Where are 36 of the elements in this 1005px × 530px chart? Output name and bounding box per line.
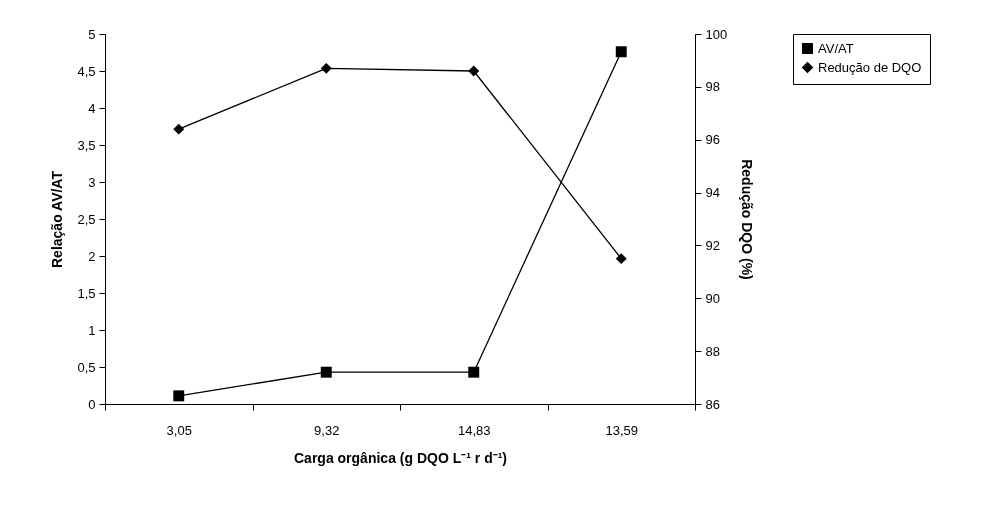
y2-tick-label: 86 <box>705 396 720 412</box>
y2-tick-label: 98 <box>705 79 720 95</box>
x-tick-label: 9,32 <box>314 422 340 438</box>
point <box>320 62 332 74</box>
y2-tick-label: 90 <box>705 290 720 306</box>
y-tick-label: 3 <box>88 174 96 190</box>
y-tick-label: 0,5 <box>77 359 96 375</box>
point <box>320 366 332 378</box>
y2-tick-label: 100 <box>705 26 728 42</box>
y-tick-label: 4 <box>88 100 96 116</box>
point <box>615 46 627 58</box>
x-axis-title: Carga orgânica (g DQO L⁻¹ r d⁻¹) <box>293 449 508 466</box>
y-axis-title: Relação AV/AT <box>49 170 66 268</box>
y2-tick-label: 96 <box>705 132 720 148</box>
point <box>468 65 480 77</box>
y-tick-label: 1 <box>88 322 96 338</box>
y-tick-label: 1,5 <box>77 285 96 301</box>
point <box>173 123 185 135</box>
x-tick-label: 3,05 <box>166 422 192 438</box>
y-tick-label: 3,5 <box>77 137 96 153</box>
x-tick-label: 14,83 <box>457 422 491 438</box>
y-tick-label: 4,5 <box>77 63 96 79</box>
y-tick-label: 2 <box>88 248 96 264</box>
y-tick-label: 0 <box>88 396 96 412</box>
y2-tick-label: 88 <box>705 343 720 359</box>
point <box>468 366 480 378</box>
legend-label: AV/AT <box>818 40 854 56</box>
y2-axis-title: Redução DQO (%) <box>739 159 756 280</box>
point <box>615 253 627 265</box>
y2-tick-label: 94 <box>705 185 720 201</box>
legend-label: Redução de DQO <box>818 59 922 75</box>
y2-tick-label: 92 <box>705 237 720 253</box>
y-tick-label: 5 <box>88 26 96 42</box>
x-tick-label: 13,59 <box>605 422 639 438</box>
point <box>173 390 185 402</box>
y-tick-label: 2,5 <box>77 211 96 227</box>
